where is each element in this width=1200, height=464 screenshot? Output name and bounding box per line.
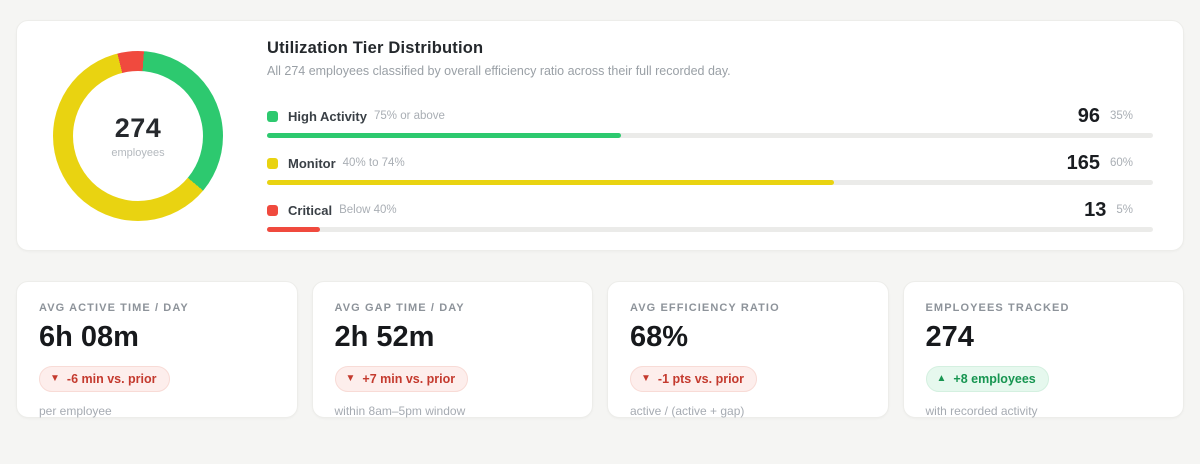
tier-range: Below 40%	[339, 204, 397, 216]
donut-total-label: employees	[111, 146, 165, 159]
delta-badge: ▼ -6 min vs. prior	[39, 365, 170, 392]
distribution-details: Utilization Tier Distribution All 274 em…	[267, 39, 1153, 232]
trend-up-icon: ▲	[936, 372, 947, 384]
trend-down-icon: ▼	[641, 372, 651, 384]
tier-progress-track	[267, 133, 1153, 138]
stat-note: with recorded activity	[925, 403, 1038, 418]
delta-badge: ▼ +7 min vs. prior	[334, 365, 469, 392]
tier-percentage: 35%	[1109, 110, 1133, 122]
tier-count: 96	[1077, 105, 1100, 127]
trend-down-icon: ▼	[345, 372, 356, 384]
stat-label: AVG EFFICIENCY RATIO	[630, 302, 780, 314]
tier-name: High Activity	[288, 108, 367, 124]
kpi-stats-row: AVG ACTIVE TIME / DAY 6h 08m ▼ -6 min vs…	[16, 281, 1184, 418]
trend-down-icon: ▼	[50, 372, 60, 384]
stat-card-avg-gap-time: AVG GAP TIME / DAY 2h 52m ▼ +7 min vs. p…	[311, 281, 593, 418]
stat-note: active / (active + gap)	[630, 403, 745, 418]
delta-badge: ▼ -1 pts vs. prior	[630, 365, 758, 392]
high-activity-swatch-icon	[267, 110, 278, 122]
stat-value: 2h 52m	[334, 321, 435, 353]
card-title: Utilization Tier Distribution	[267, 39, 484, 57]
tier-count: 13	[1084, 199, 1107, 221]
critical-swatch-icon	[267, 204, 278, 216]
stat-card-avg-efficiency-ratio: AVG EFFICIENCY RATIO 68% ▼ -1 pts vs. pr…	[607, 281, 889, 418]
tier-header: High Activity 75% or above 96 35%	[267, 106, 1153, 126]
tier-count: 165	[1066, 152, 1100, 174]
tier-range: 75% or above	[373, 110, 445, 122]
delta-text: -6 min vs. prior	[66, 371, 157, 386]
tier-header: Critical Below 40% 13 5%	[267, 200, 1153, 220]
stat-card-avg-active-time: AVG ACTIVE TIME / DAY 6h 08m ▼ -6 min vs…	[16, 281, 298, 418]
donut-chart: 274 employees	[53, 50, 223, 221]
tier-header: Monitor 40% to 74% 165 60%	[267, 153, 1153, 173]
stat-value: 274	[925, 321, 974, 353]
stat-label: AVG ACTIVE TIME / DAY	[39, 302, 189, 314]
delta-text: +7 min vs. prior	[362, 371, 456, 386]
tier-progress-track	[267, 227, 1153, 232]
tier-progress-fill	[267, 227, 321, 232]
delta-text: -1 pts vs. prior	[657, 371, 745, 386]
delta-text: +8 employees	[953, 371, 1036, 386]
stat-label: EMPLOYEES TRACKED	[925, 302, 1070, 314]
card-subtitle: All 274 employees classified by overall …	[267, 64, 731, 78]
monitor-swatch-icon	[267, 157, 278, 169]
tier-percentage: 60%	[1109, 157, 1133, 169]
stat-value: 6h 08m	[39, 321, 139, 353]
stat-note: within 8am–5pm window	[334, 403, 466, 418]
tier-row-monitor: Monitor 40% to 74% 165 60%	[267, 153, 1153, 185]
tier-row-critical: Critical Below 40% 13 5%	[267, 200, 1153, 232]
tier-progress-track	[267, 180, 1153, 185]
stat-note: per employee	[39, 403, 112, 418]
tier-range: 40% to 74%	[342, 157, 405, 169]
tier-percentage: 5%	[1116, 204, 1133, 216]
tier-progress-fill	[267, 133, 622, 138]
stat-label: AVG GAP TIME / DAY	[334, 302, 465, 314]
donut-center: 274 employees	[73, 70, 203, 201]
tier-name: Monitor	[288, 155, 336, 171]
donut-total-value: 274	[114, 112, 162, 143]
tier-row-high-activity: High Activity 75% or above 96 35%	[267, 106, 1153, 138]
delta-badge: ▲ +8 employees	[925, 365, 1049, 392]
stat-value: 68%	[630, 321, 689, 353]
stat-card-employees-tracked: EMPLOYEES TRACKED 274 ▲ +8 employees wit…	[902, 281, 1184, 418]
tier-name: Critical	[288, 202, 333, 218]
utilization-distribution-card: 274 employees Utilization Tier Distribut…	[16, 20, 1184, 251]
tier-progress-fill	[267, 180, 835, 185]
